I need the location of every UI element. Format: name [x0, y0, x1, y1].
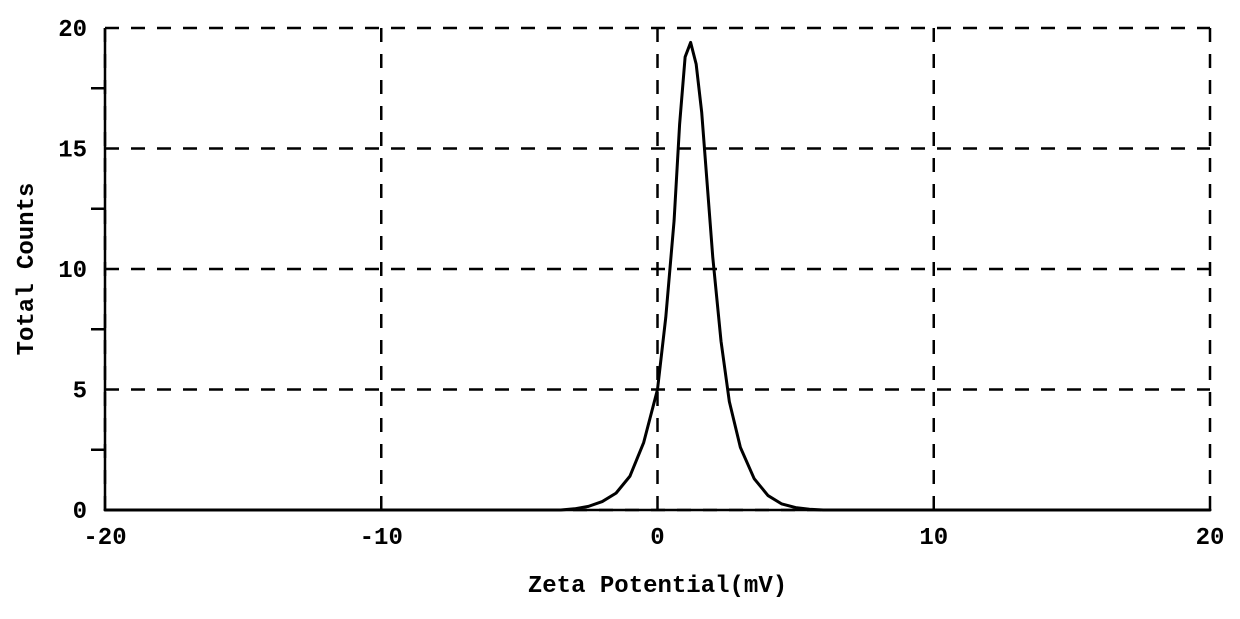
y-tick-label: 10: [58, 258, 87, 285]
x-tick-label: 0: [650, 525, 664, 552]
x-tick-label: 20: [1196, 525, 1225, 552]
x-axis-label: Zeta Potential(mV): [528, 573, 787, 600]
x-tick-label: 10: [919, 525, 948, 552]
chart-container: -20 -10 0 10 20 0 5 10 15 20 Zeta Potential(mV) Tot…: [0, 0, 1240, 619]
y-tick-label: 0: [73, 499, 87, 526]
y-tick-label: 15: [58, 138, 87, 165]
y-tick-label: 20: [58, 17, 87, 44]
zeta-potential-chart: -20 -10 0 10 20 0 5 10 15 20 Zeta Potential(mV) Tot…: [0, 0, 1240, 619]
x-tick-label: -10: [360, 525, 403, 552]
y-axis-label: Total Counts: [14, 183, 41, 356]
y-tick-label: 5: [73, 379, 87, 406]
x-tick-label: -20: [83, 525, 126, 552]
